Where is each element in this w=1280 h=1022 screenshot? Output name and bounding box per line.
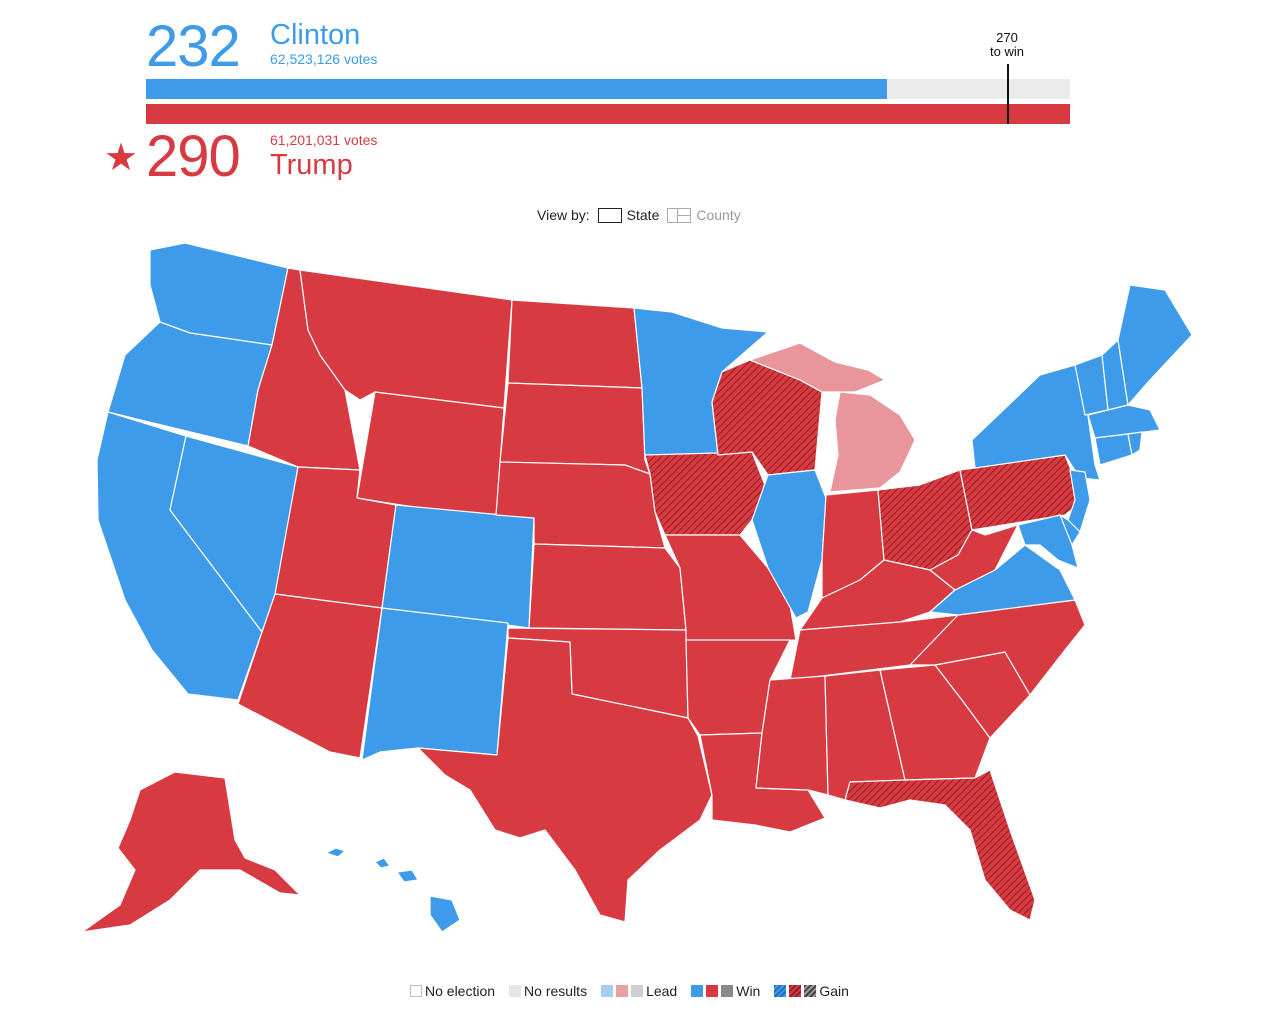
state-co[interactable]	[381, 504, 535, 629]
win-gray-swatch	[721, 985, 734, 997]
view-toggle: View by: State County	[537, 207, 741, 223]
dem-electoral-bar	[146, 79, 887, 99]
state-ia[interactable]	[644, 451, 769, 536]
gain-red-swatch	[789, 985, 802, 997]
view-state-option[interactable]: State	[597, 207, 660, 223]
legend-no-election: No election	[410, 983, 495, 999]
rep-candidate-name: Trump	[270, 149, 353, 181]
dem-popular-votes: 62,523,126 votes	[270, 51, 378, 67]
state-fl[interactable]	[844, 769, 1036, 921]
state-tx[interactable]	[417, 637, 713, 923]
county-view-icon	[667, 207, 692, 223]
lead-red-swatch	[616, 985, 629, 997]
rep-electoral-bar	[146, 104, 1070, 124]
lead-blue-swatch	[601, 985, 614, 997]
view-by-label: View by:	[537, 207, 590, 223]
state-ct[interactable]	[1094, 433, 1133, 466]
win-blue-swatch	[691, 985, 704, 997]
view-county-label: County	[696, 207, 741, 223]
state-sd[interactable]	[499, 382, 651, 475]
dem-electoral-votes: 232	[146, 14, 241, 79]
gain-blue-swatch	[774, 985, 787, 997]
state-il[interactable]	[751, 469, 827, 619]
threshold-line	[1007, 64, 1009, 124]
state-ks[interactable]	[528, 543, 687, 631]
state-ri[interactable]	[1127, 431, 1143, 456]
state-nm[interactable]	[361, 607, 509, 761]
threshold-label: 270 to win	[972, 31, 1042, 59]
state-wy[interactable]	[356, 391, 505, 521]
legend-label: Gain	[819, 983, 849, 999]
legend-label: No election	[425, 983, 496, 999]
state-hi[interactable]	[325, 847, 461, 933]
view-state-label: State	[626, 207, 660, 223]
legend-label: No results	[524, 983, 588, 999]
map-legend: No election No results Lead Win Gain	[410, 983, 863, 999]
gain-gray-swatch	[804, 985, 817, 997]
win-red-swatch	[706, 985, 719, 997]
rep-electoral-votes: 290	[146, 124, 241, 189]
lead-gray-swatch	[631, 985, 644, 997]
state-ny[interactable]	[971, 364, 1101, 481]
star-icon: ★	[104, 137, 139, 179]
legend-win: Win	[691, 983, 760, 999]
no-results-swatch	[509, 985, 522, 997]
legend-lead: Lead	[601, 983, 677, 999]
threshold-text: to win	[990, 44, 1024, 59]
no-election-swatch	[410, 985, 422, 997]
rep-popular-votes: 61,201,031 votes	[270, 132, 378, 148]
state-mt[interactable]	[299, 269, 513, 409]
dem-candidate-name: Clinton	[270, 19, 361, 51]
state-ma[interactable]	[1087, 404, 1161, 439]
state-wv[interactable]	[929, 524, 1019, 591]
view-county-option[interactable]: County	[667, 207, 741, 223]
legend-label: Win	[736, 983, 761, 999]
state-mi-upper[interactable]	[749, 342, 886, 393]
legend-no-results: No results	[509, 983, 587, 999]
state-mi-lower[interactable]	[829, 391, 916, 493]
state-nd[interactable]	[507, 299, 643, 389]
legend-label: Lead	[646, 983, 678, 999]
state-ak[interactable]	[81, 771, 301, 933]
state-view-icon	[597, 207, 622, 223]
state-me[interactable]	[1117, 284, 1193, 406]
state-md[interactable]	[1017, 514, 1079, 569]
threshold-value: 270	[996, 30, 1018, 45]
legend-gain: Gain	[774, 983, 849, 999]
